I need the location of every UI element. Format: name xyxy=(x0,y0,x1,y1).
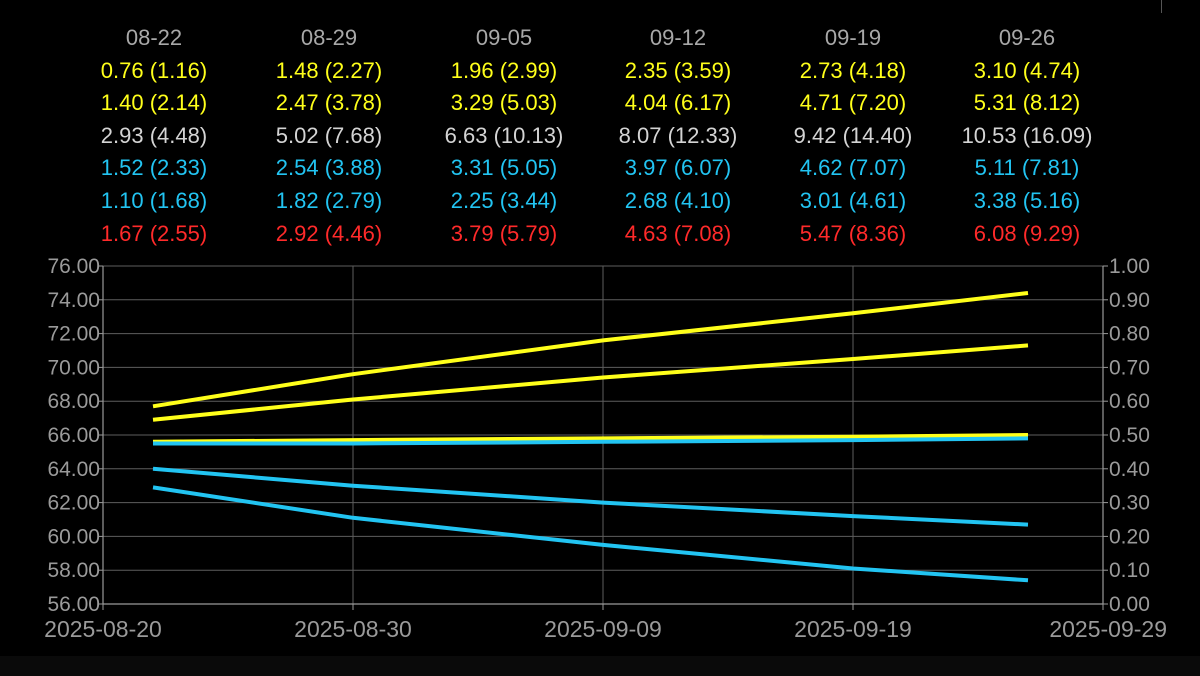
y-right-tick-label: 0.50 xyxy=(1109,424,1150,447)
y-right-tick-label: 0.20 xyxy=(1109,525,1150,548)
x-tick-label: 2025-09-09 xyxy=(544,616,662,642)
table-cell: 3.01 (4.61) xyxy=(799,187,907,213)
y-right-tick-label: 0.40 xyxy=(1109,458,1150,481)
y-left-tick-label: 70.00 xyxy=(47,356,100,379)
y-left-tick-label: 68.00 xyxy=(47,390,100,413)
table-cell: 9.42 (14.40) xyxy=(793,122,913,148)
y-left-tick-label: 74.00 xyxy=(47,289,100,312)
series-line-yellow-3 xyxy=(152,433,1029,444)
table-column-08-22: 08-22 0.76 (1.16) 1.40 (2.14) 2.93 (4.48) 1.… xyxy=(69,22,239,250)
table-cell: 4.04 (6.17) xyxy=(624,90,732,116)
top-bar-divider xyxy=(1161,0,1162,13)
y-right-tick-label: 0.00 xyxy=(1109,593,1150,616)
table-cell: 4.71 (7.20) xyxy=(799,90,907,116)
table-cell: 5.02 (7.68) xyxy=(275,122,383,148)
y-left-tick-label: 64.00 xyxy=(47,458,100,481)
table-cell: 2.92 (4.46) xyxy=(275,220,383,246)
table-cell: 1.52 (2.33) xyxy=(100,155,208,181)
line-chart: 56.00 0.00 58.00 0.10 60.00 0.20 62.00 0.30 64.0… xyxy=(44,255,1167,642)
table-cell: 2.93 (4.48) xyxy=(100,122,208,148)
column-date: 09-26 xyxy=(998,25,1056,50)
table-cell: 1.40 (2.14) xyxy=(100,90,208,116)
table-cell: 6.63 (10.13) xyxy=(444,122,564,148)
table-cell: 1.67 (2.55) xyxy=(100,220,208,246)
table-cell: 1.10 (1.68) xyxy=(100,187,208,213)
y-right-tick-label: 0.70 xyxy=(1109,356,1150,379)
table-column-08-29: 08-29 1.48 (2.27) 2.47 (3.78) 5.02 (7.68) 2.… xyxy=(244,22,414,250)
table-cell: 5.47 (8.36) xyxy=(799,220,907,246)
table-cell: 3.31 (5.05) xyxy=(450,155,558,181)
y-left-tick-label: 66.00 xyxy=(47,424,100,447)
series-line-blue-6 xyxy=(152,485,1029,583)
table-column-09-26: 09-26 3.10 (4.74) 5.31 (8.12) 10.53 (16.09)… xyxy=(942,22,1112,250)
y-right-tick-label: 0.30 xyxy=(1109,492,1150,515)
table-column-09-05: 09-05 1.96 (2.99) 3.29 (5.03) 6.63 (10.13) 3… xyxy=(419,22,589,250)
table-cell: 4.62 (7.07) xyxy=(799,155,907,181)
table-cell: 5.11 (7.81) xyxy=(974,155,1080,181)
y-left-tick-label: 76.00 xyxy=(47,255,100,278)
y-left-tick-label: 72.00 xyxy=(47,323,100,346)
y-left-tick-label: 60.00 xyxy=(47,525,100,548)
series-line-yellow-1 xyxy=(152,291,1029,409)
table-cell: 10.53 (16.09) xyxy=(961,122,1093,148)
table-cell: 5.31 (8.12) xyxy=(973,90,1081,116)
y-right-tick-label: 0.60 xyxy=(1109,390,1150,413)
bottom-bar xyxy=(0,656,1200,676)
table-cell: 6.08 (9.29) xyxy=(973,220,1081,246)
table-cell: 2.73 (4.18) xyxy=(799,57,907,83)
table-cell: 2.35 (3.59) xyxy=(624,57,732,83)
table-column-09-12: 09-12 2.35 (3.59) 4.04 (6.17) 8.07 (12.33) 3… xyxy=(593,22,763,250)
column-date: 08-22 xyxy=(125,25,183,50)
table-cell: 2.25 (3.44) xyxy=(450,187,558,213)
column-date: 09-19 xyxy=(824,25,882,50)
y-left-tick-label: 62.00 xyxy=(47,492,100,515)
table-cell: 0.76 (1.16) xyxy=(100,57,208,83)
y-left-tick-label: 58.00 xyxy=(47,559,100,582)
series-line-blue-4 xyxy=(153,436,1029,446)
x-tick-label: 2025-08-30 xyxy=(294,616,412,642)
expected-move-table: 08-22 0.76 (1.16) 1.40 (2.14) 2.93 (4.48) 1.… xyxy=(0,22,1200,252)
series-line-blue-5 xyxy=(152,466,1029,527)
table-cell: 3.79 (5.79) xyxy=(450,220,558,246)
table-cell: 1.96 (2.99) xyxy=(450,57,558,83)
top-bar xyxy=(0,0,1200,16)
table-cell: 3.10 (4.74) xyxy=(973,57,1081,83)
table-cell: 3.29 (5.03) xyxy=(450,90,558,116)
table-cell: 3.38 (5.16) xyxy=(973,187,1081,213)
y-right-tick-label: 0.90 xyxy=(1109,289,1150,312)
table-column-09-19: 09-19 2.73 (4.18) 4.71 (7.20) 9.42 (14.40) 4… xyxy=(768,22,938,250)
column-date: 09-05 xyxy=(475,25,533,50)
table-cell: 1.82 (2.79) xyxy=(275,187,383,213)
table-cell: 4.63 (7.08) xyxy=(624,220,732,246)
table-cell: 2.68 (4.10) xyxy=(624,187,732,213)
x-tick-label: 2025-09-29 xyxy=(1049,616,1167,642)
x-tick-label: 2025-08-20 xyxy=(44,616,162,642)
y-right-tick-label: 0.80 xyxy=(1109,323,1150,346)
y-right-tick-label: 1.00 xyxy=(1109,255,1150,278)
table-cell: 2.54 (3.88) xyxy=(275,155,383,181)
table-cell: 1.48 (2.27) xyxy=(275,57,383,83)
column-date: 09-12 xyxy=(649,25,707,50)
y-left-tick-label: 56.00 xyxy=(47,593,100,616)
table-cell: 8.07 (12.33) xyxy=(618,122,738,148)
table-cell: 2.47 (3.78) xyxy=(275,90,383,116)
table-cell: 3.97 (6.07) xyxy=(624,155,732,181)
column-date: 08-29 xyxy=(300,25,358,50)
series-line-yellow-2 xyxy=(152,343,1029,422)
y-right-tick-label: 0.10 xyxy=(1109,559,1150,582)
x-tick-label: 2025-09-19 xyxy=(794,616,912,642)
